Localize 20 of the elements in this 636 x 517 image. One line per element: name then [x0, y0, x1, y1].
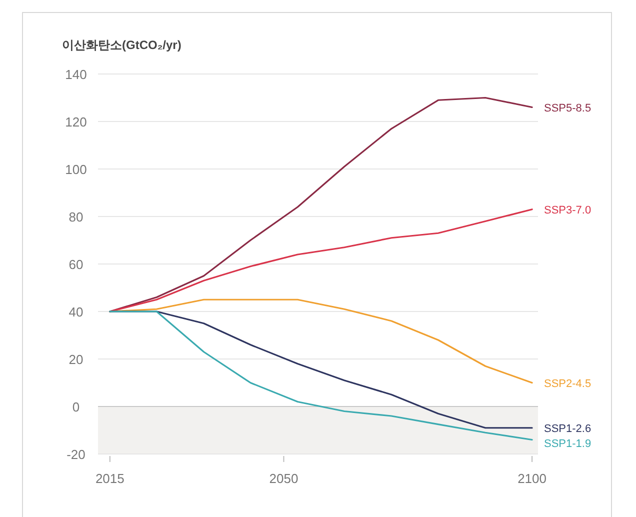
series-label: SSP5-8.5 [544, 102, 592, 114]
y-tick-label: 40 [68, 304, 84, 320]
series-label: SSP2-4.5 [544, 378, 592, 390]
y-tick-label: 80 [68, 210, 84, 224]
y-tick-label: -20 [66, 447, 86, 462]
y-tick-label: 60 [68, 257, 84, 272]
x-tick-label: 2015 [95, 471, 124, 486]
y-tick-label: 120 [65, 114, 87, 130]
x-tick-label: 2100 [518, 471, 546, 486]
y-tick-label: 0 [72, 400, 80, 414]
line-series [109, 208, 533, 312]
series-label: SSP1-1.9 [544, 438, 592, 450]
y-tick-label: 100 [65, 162, 87, 177]
series-label: SSP1-2.6 [544, 422, 592, 435]
y-axis-title: 이산화탄소(GtCO₂/yr) [62, 38, 182, 52]
y-tick-label: 20 [68, 352, 84, 367]
y-tick-label: 140 [65, 67, 87, 82]
line-series [109, 298, 533, 384]
series-label: SSP3-7.0 [544, 204, 592, 216]
x-tick-label: 2050 [269, 471, 298, 486]
